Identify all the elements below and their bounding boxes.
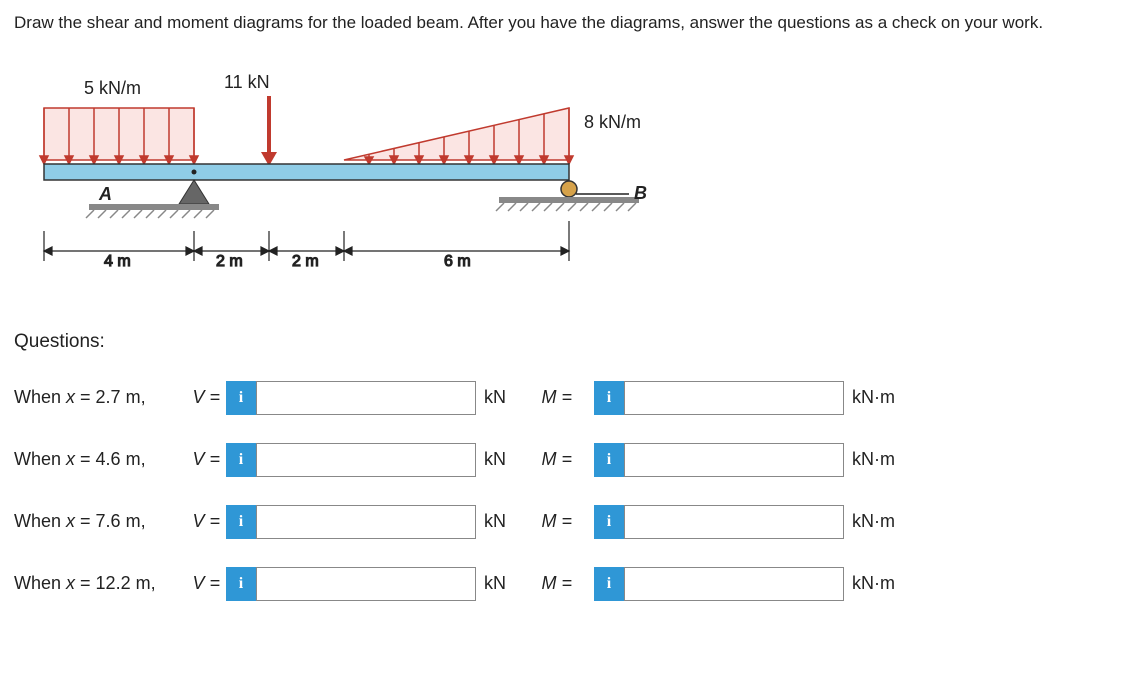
m-input[interactable] [624, 381, 844, 415]
info-icon[interactable]: i [594, 505, 624, 539]
problem-statement: Draw the shear and moment diagrams for t… [14, 10, 1128, 36]
question-row: When x = 7.6 m, V = i kN M = i kN·m [14, 505, 1128, 539]
v-equals: V = [184, 449, 226, 470]
m-unit: kN·m [844, 511, 895, 532]
dist-load-left: 5 kN/m [40, 78, 198, 164]
v-unit: kN [476, 449, 524, 470]
v-equals: V = [184, 511, 226, 532]
v-input[interactable] [256, 505, 476, 539]
beam [44, 164, 569, 180]
m-equals: M = [524, 511, 578, 532]
info-icon[interactable]: i [226, 443, 256, 477]
beam-dot [192, 169, 197, 174]
dim-2m-a: 2 m [216, 253, 243, 270]
m-input[interactable] [624, 567, 844, 601]
v-input[interactable] [256, 567, 476, 601]
question-x-label: When x = 2.7 m, [14, 387, 184, 408]
m-equals: M = [524, 449, 578, 470]
m-unit: kN·m [844, 387, 895, 408]
dim-2m-b: 2 m [292, 253, 319, 270]
point-load-label: 11 kN [224, 72, 270, 92]
m-input[interactable] [624, 505, 844, 539]
dimensions: 4 m 2 m 2 m 6 m [44, 221, 569, 270]
question-row: When x = 4.6 m, V = i kN M = i kN·m [14, 443, 1128, 477]
info-icon[interactable]: i [226, 381, 256, 415]
m-input[interactable] [624, 443, 844, 477]
v-unit: kN [476, 387, 524, 408]
info-icon[interactable]: i [226, 567, 256, 601]
m-equals: M = [524, 573, 578, 594]
beam-diagram: 5 kN/m 11 kN 8 kN/m [24, 66, 1128, 291]
v-input[interactable] [256, 381, 476, 415]
dist-load-right-label: 8 kN/m [584, 112, 641, 132]
question-row: When x = 12.2 m, V = i kN M = i kN·m [14, 567, 1128, 601]
support-a-label: A [98, 184, 112, 204]
info-icon[interactable]: i [226, 505, 256, 539]
info-icon[interactable]: i [594, 443, 624, 477]
question-row: When x = 2.7 m, V = i kN M = i kN·m [14, 381, 1128, 415]
support-b: B [496, 181, 647, 211]
dist-load-right: 8 kN/m [344, 108, 641, 164]
point-load: 11 kN [224, 72, 277, 166]
dim-4m: 4 m [104, 253, 131, 270]
question-x-label: When x = 4.6 m, [14, 449, 184, 470]
m-unit: kN·m [844, 573, 895, 594]
support-a: A [86, 180, 219, 218]
question-x-label: When x = 7.6 m, [14, 511, 184, 532]
m-equals: M = [524, 387, 578, 408]
info-icon[interactable]: i [594, 381, 624, 415]
v-equals: V = [184, 387, 226, 408]
m-unit: kN·m [844, 449, 895, 470]
info-icon[interactable]: i [594, 567, 624, 601]
dim-6m: 6 m [444, 253, 471, 270]
v-input[interactable] [256, 443, 476, 477]
v-equals: V = [184, 573, 226, 594]
v-unit: kN [476, 511, 524, 532]
dist-load-left-label: 5 kN/m [84, 78, 141, 98]
question-x-label: When x = 12.2 m, [14, 573, 184, 594]
questions-header: Questions: [14, 331, 1128, 353]
support-b-label: B [634, 183, 647, 203]
v-unit: kN [476, 573, 524, 594]
